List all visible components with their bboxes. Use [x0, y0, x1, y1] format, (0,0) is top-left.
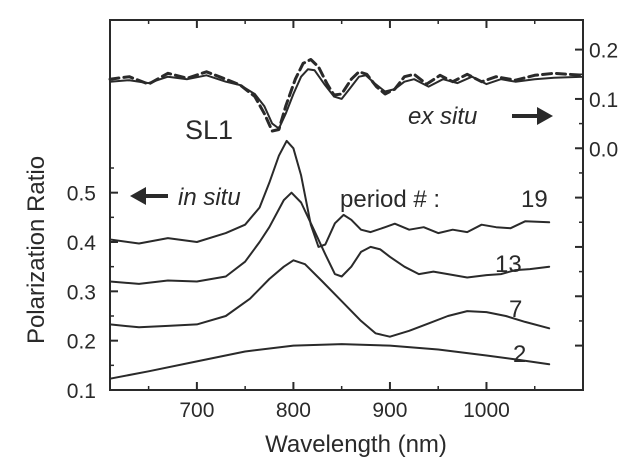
series-line-1 [109, 191, 551, 285]
series-group [108, 58, 585, 380]
series-line-4 [109, 68, 584, 130]
y-left-tick-label: 0.3 [67, 281, 96, 304]
y-left-tick-label: 0.1 [67, 380, 96, 403]
ex-situ-label: ex situ [408, 103, 477, 130]
in-situ-arrow [130, 187, 168, 205]
y-left-tick-label: 0.2 [67, 331, 96, 354]
sample-label: SL1 [185, 115, 233, 145]
x-tick-label: 900 [372, 399, 407, 422]
series-label-19: 19 [521, 186, 548, 213]
plot-border [109, 19, 584, 391]
y-right-tick-label: 0.1 [589, 89, 618, 112]
series-line-5 [108, 58, 585, 133]
ex-situ-arrow [512, 107, 553, 125]
ticks-group: 700 800 900 1000 0.1 0.2 0.3 0.4 0.5 0.0 0.1 0.2 [67, 20, 618, 422]
series-label-13: 13 [495, 251, 522, 278]
y-right-tick-label: 0.2 [589, 40, 618, 63]
plot-frame [109, 19, 584, 391]
series-line-0 [109, 139, 551, 248]
y-axis-title: Polarization Ratio [23, 156, 50, 344]
series-line-2 [109, 259, 551, 338]
x-axis-title: Wavelength (nm) [265, 431, 447, 458]
series-line-3 [109, 343, 551, 380]
y-left-tick-label: 0.4 [67, 232, 97, 255]
series-label-7: 7 [509, 296, 522, 323]
x-tick-label: 800 [276, 399, 311, 422]
x-tick-label: 1000 [463, 399, 510, 422]
period-label: period # : [340, 186, 440, 213]
in-situ-label: in situ [178, 184, 241, 211]
y-left-tick-label: 0.5 [67, 183, 96, 206]
y-right-tick-label: 0.0 [589, 138, 618, 161]
x-tick-label: 700 [179, 399, 214, 422]
series-label-2: 2 [513, 341, 526, 368]
